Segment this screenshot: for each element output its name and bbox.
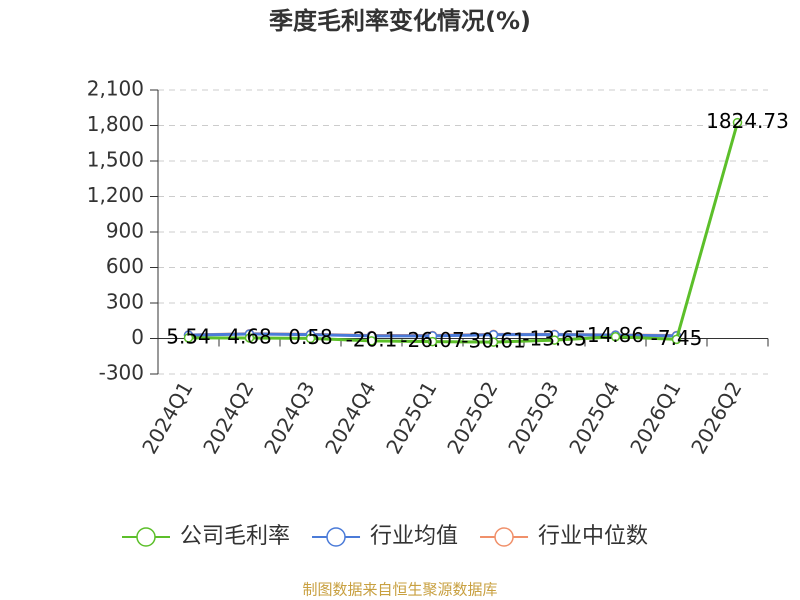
data-label: -20.1 [346,327,398,351]
point [427,336,438,347]
point [610,331,621,342]
x-tick-label: 2024Q1 [137,377,197,458]
data-label: 14.86 [587,323,644,347]
data-label: 1824.73 [706,109,789,133]
point [549,335,560,345]
data-label: 4.68 [227,324,272,348]
legend-label: 公司毛利率 [180,524,290,549]
chart-title: 季度毛利率变化情况(%) [269,7,531,35]
legend-item: 公司毛利率 [122,524,290,549]
data-label: 5.54 [166,324,211,348]
point [488,337,499,347]
point [732,117,743,128]
data-label: -26.07 [400,328,464,352]
series-line [188,122,739,344]
y-tick-label: -300 [99,361,144,385]
point [183,333,194,343]
y-tick-label: 300 [106,290,144,314]
legend-item: 行业均值 [312,524,458,549]
point [366,336,377,346]
point [305,333,316,344]
data-label: -13.65 [522,327,586,351]
y-tick-label: 2,100 [87,77,144,101]
x-tick-label: 2024Q2 [198,377,258,458]
data-label: 0.58 [288,325,333,349]
y-tick-label: 1,800 [87,112,144,136]
y-tick-label: 600 [106,254,144,278]
legend-label: 行业均值 [370,524,458,549]
point [671,334,682,345]
x-tick-label: 2025Q3 [503,377,563,458]
legend-marker [326,527,346,547]
y-tick-label: 1,500 [87,148,144,172]
x-tick-label: 2025Q1 [381,377,441,458]
x-tick-label: 2024Q4 [320,377,380,458]
x-tick-label: 2025Q4 [564,377,624,458]
footer: 制图数据来自恒生聚源数据库 [302,581,497,599]
y-tick-label: 0 [131,325,144,349]
point [244,333,255,343]
legend-item: 行业中位数 [480,524,648,549]
legend-marker [136,527,156,547]
y-tick-label: 900 [106,219,144,243]
legend-label: 行业中位数 [538,524,648,549]
data-label: -7.45 [651,326,703,350]
data-label: -30.61 [461,329,525,353]
x-tick-label: 2026Q2 [686,377,746,458]
x-tick-label: 2026Q1 [625,377,685,458]
y-tick-label: 1,200 [87,183,144,207]
x-tick-label: 2024Q3 [259,377,319,458]
x-tick-label: 2025Q2 [442,377,502,458]
legend-marker [494,527,514,547]
